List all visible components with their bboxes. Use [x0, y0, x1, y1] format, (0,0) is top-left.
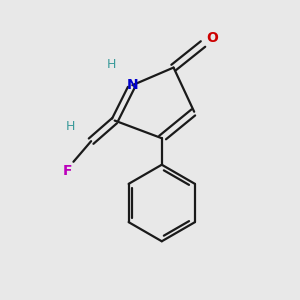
Text: O: O	[206, 31, 218, 45]
Text: F: F	[63, 164, 72, 178]
Text: H: H	[66, 120, 75, 133]
Text: H: H	[107, 58, 116, 71]
Text: N: N	[127, 78, 138, 92]
